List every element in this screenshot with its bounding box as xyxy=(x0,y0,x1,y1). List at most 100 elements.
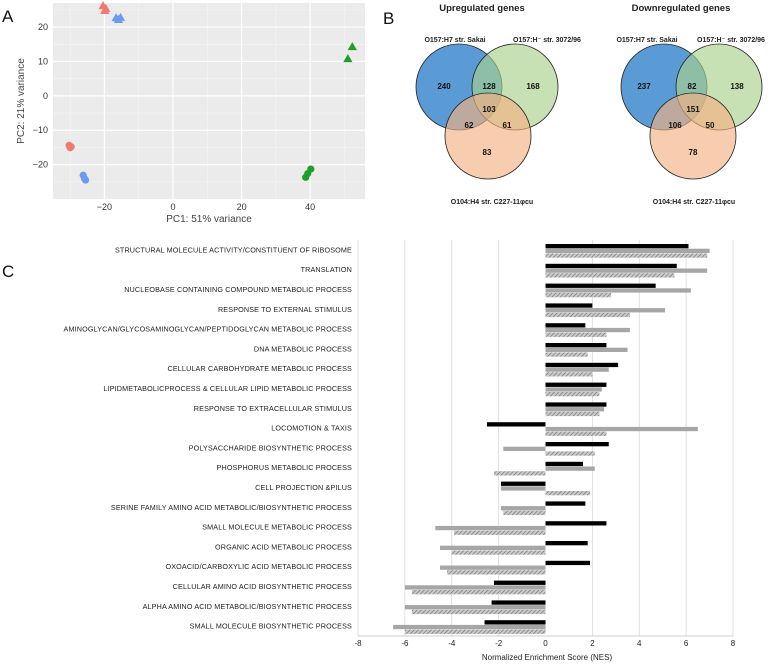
nes-bar-gray xyxy=(440,565,546,570)
venn-up-a-only: 240 xyxy=(437,82,451,91)
nes-bars xyxy=(393,244,710,634)
nes-x-tick-label: -8 xyxy=(354,639,362,648)
nes-bar-black xyxy=(545,382,607,387)
nes-bar-black xyxy=(545,323,586,328)
nes-bar-black xyxy=(545,362,619,368)
pca-plot-background xyxy=(53,3,365,199)
nes-x-tick-label: 2 xyxy=(590,639,595,648)
nes-category-label: STRUCTURAL MOLECULE ACTIVITY/CONSTITUENT… xyxy=(115,245,352,254)
nes-bar-black xyxy=(545,303,593,308)
pca-y-tick-label: 20 xyxy=(38,22,48,32)
nes-bar-gray xyxy=(545,367,609,372)
nes-category-label: ORGANIC ACID METABOLIC PROCESS xyxy=(215,542,352,551)
nes-category-label: CELLULAR AMINO ACID BIOSYNTHETIC PROCESS xyxy=(173,582,352,591)
nes-gridlines xyxy=(357,240,734,637)
nes-bar-black xyxy=(545,283,656,288)
nes-bar-gray xyxy=(545,308,666,313)
nes-bar-black xyxy=(545,402,607,407)
nes-x-tick-label: 0 xyxy=(543,639,548,648)
nes-bar-black xyxy=(545,343,607,348)
nes-bar-black xyxy=(545,501,586,506)
pca-tick-labels: −20 0 20 40 −20 −10 0 10 20 xyxy=(33,22,315,212)
nes-category-label: POLYSACCHARIDE BIOSYNTHETIC PROCESS xyxy=(189,443,352,452)
pca-y-tick-label: −20 xyxy=(33,160,48,170)
venn-up-ab: 128 xyxy=(482,82,496,91)
nes-bar-hatched xyxy=(545,293,612,298)
nes-bar-hatched xyxy=(411,609,546,615)
venn-down-ab: 82 xyxy=(688,82,697,91)
pca-x-tick-label: 0 xyxy=(170,202,175,212)
pca-point-triangle-green xyxy=(347,42,357,51)
venn-down-circle-c xyxy=(649,92,737,180)
nes-bar-gray xyxy=(404,605,546,610)
venn-down-set-c-label: O104:H4 str. C227-11φcu xyxy=(653,199,735,206)
nes-bar-hatched xyxy=(411,590,546,595)
nes-bar-gray xyxy=(545,248,710,253)
nes-bar-hatched xyxy=(493,471,546,476)
pca-points xyxy=(65,1,357,184)
nes-bar-gray xyxy=(503,446,546,451)
nes-bar-gray xyxy=(500,506,546,511)
pca-y-axis-title: PC2: 21% variance xyxy=(16,58,27,144)
nes-x-tick-label: -2 xyxy=(495,639,503,648)
venn-down-title: Downregulated genes xyxy=(632,3,731,14)
nes-x-tick-label: -6 xyxy=(401,639,409,648)
nes-bar-black xyxy=(545,521,607,526)
nes-bar-hatched xyxy=(404,629,546,634)
venn-downregulated: Downregulated genes O157:H7 str. Sakai O… xyxy=(616,3,765,206)
nes-bar-gray xyxy=(440,545,546,550)
nes-bar-gray xyxy=(545,407,605,412)
pca-x-tick-label: 20 xyxy=(237,202,247,212)
pca-y-tick-label: −10 xyxy=(33,125,48,135)
nes-bar-chart: STRUCTURAL MOLECULE ACTIVITY/CONSTITUENT… xyxy=(64,240,736,662)
nes-bar-hatched xyxy=(545,451,595,456)
nes-category-label: DNA METABOLIC PROCESS xyxy=(254,344,352,353)
venn-up-title: Upregulated genes xyxy=(439,3,525,14)
nes-bar-black xyxy=(486,422,546,427)
nes-bar-black xyxy=(493,580,546,585)
nes-bar-gray xyxy=(545,268,708,273)
nes-x-tick-label: -4 xyxy=(448,639,456,648)
pca-x-tick-label: −20 xyxy=(97,202,112,212)
nes-bar-gray xyxy=(435,525,546,531)
venn-up-b-only: 168 xyxy=(526,82,540,91)
pca-x-axis-title: PC1: 51% variance xyxy=(166,214,252,225)
nes-bar-black xyxy=(545,263,677,269)
pca-y-tick-label: 10 xyxy=(38,56,48,66)
pca-scatter-plot: −20 0 20 40 −20 −10 0 10 20 PC1: 51% variance PC… xyxy=(16,1,365,225)
nes-bar-hatched xyxy=(545,352,588,357)
nes-bar-hatched xyxy=(545,273,675,278)
nes-category-label: RESPONSE TO EXTRACELLULAR STIMULUS xyxy=(194,404,352,413)
nes-category-label: CELLULAR CARBOHYDRATE METABOLIC PROCESS xyxy=(167,364,352,373)
venn-up-set-a-label: O157:H7 str. Sakai xyxy=(424,37,485,44)
venn-up-circle-c xyxy=(444,92,532,180)
venn-down-c-only: 78 xyxy=(689,148,698,157)
nes-category-label: NUCLEOBASE CONTAINING COMPOUND METABOLIC… xyxy=(124,285,352,294)
nes-category-label: OXOACID/CARBOXYLIC ACID METABOLIC PROCES… xyxy=(165,562,352,571)
nes-bar-hatched xyxy=(545,332,607,337)
venn-up-abc: 103 xyxy=(482,105,496,114)
venn-up-c-only: 83 xyxy=(483,148,492,157)
nes-category-label: ALPHA AMINO ACID METABOLIC/BIOSYNTHETIC … xyxy=(143,602,352,611)
nes-bar-gray xyxy=(545,347,628,352)
venn-down-set-a-label: O157:H7 str. Sakai xyxy=(616,37,677,44)
nes-bar-hatched xyxy=(454,530,546,535)
nes-bar-hatched xyxy=(545,372,593,377)
nes-category-label: SMALL MOLECULE METABOLIC PROCESS xyxy=(202,523,352,532)
nes-bar-gray xyxy=(393,624,546,630)
venn-up-set-c-label: O104:H4 str. C227-11φcu xyxy=(451,199,533,206)
pca-point-triangle-green xyxy=(343,54,353,63)
nes-category-label: RESPONSE TO EXTERNAL STIMULUS xyxy=(218,305,352,314)
nes-bar-hatched xyxy=(545,411,600,417)
nes-x-tick-label: 4 xyxy=(637,639,642,648)
pca-point-circle-red xyxy=(66,144,74,152)
nes-category-label: TRANSLATION xyxy=(301,265,352,274)
nes-bar-black xyxy=(500,481,546,486)
venn-up-ac: 62 xyxy=(465,121,474,130)
pca-point-triangle-blue xyxy=(115,12,126,21)
nes-bar-gray xyxy=(545,466,595,471)
nes-bar-black xyxy=(545,541,588,546)
nes-bar-hatched xyxy=(545,431,607,436)
nes-category-label: SMALL MOLECULE BIOSYNTHETIC PROCESS xyxy=(190,622,352,631)
nes-bar-black xyxy=(545,461,583,467)
